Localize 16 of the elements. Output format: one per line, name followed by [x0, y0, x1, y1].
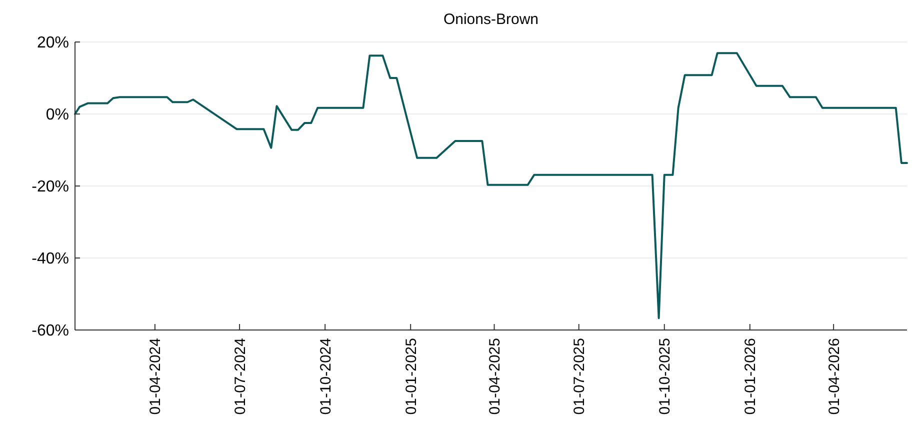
chart-title: Onions-Brown [443, 11, 539, 28]
y-tick-label: -60% [32, 322, 69, 340]
x-tick-label: 01-01-2025 [402, 338, 420, 415]
x-tick-label: 01-07-2025 [571, 338, 588, 415]
x-tick-label: 01-04-2024 [147, 338, 164, 415]
x-tick-label: 01-04-2026 [826, 338, 843, 415]
y-tick-label: -20% [32, 178, 69, 196]
x-tick-label: 01-10-2024 [317, 338, 334, 415]
y-tick-label: -40% [32, 250, 69, 268]
x-tick-label: 01-01-2026 [742, 338, 760, 415]
y-tick-label: 0% [46, 106, 69, 124]
y-tick-label: 20% [36, 34, 69, 52]
x-tick-label: 01-07-2024 [232, 338, 249, 415]
x-tick-label: 01-04-2025 [486, 338, 504, 415]
x-tick-label: 01-10-2025 [656, 338, 674, 415]
line-series [74, 52, 908, 320]
